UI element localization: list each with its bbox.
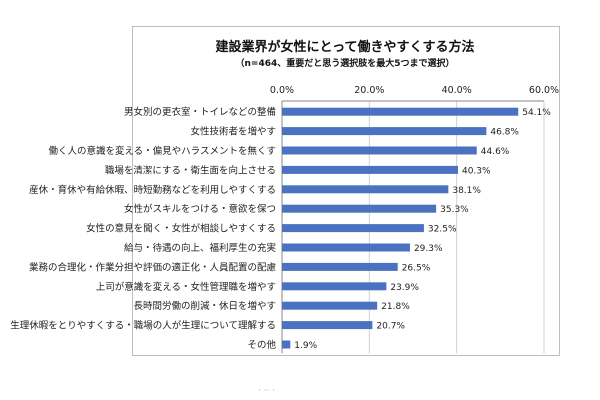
data-label: 1.9% xyxy=(294,341,317,351)
x-tick-label: 0.0% xyxy=(270,85,294,96)
data-label: 46.8% xyxy=(490,128,519,138)
bar xyxy=(282,185,449,194)
x-tick-label: 20.0% xyxy=(354,85,384,96)
bar xyxy=(282,243,410,252)
category-label: 長時間労働の削減・休日を増やす xyxy=(133,300,276,312)
data-label: 44.6% xyxy=(481,147,510,157)
category-label: 上司が意識を変える・女性管理職を増やす xyxy=(96,281,276,293)
chart-title: 建設業界が女性にとって働きやすくする方法 xyxy=(215,40,475,55)
data-label: 23.9% xyxy=(390,283,419,293)
data-label: 20.7% xyxy=(376,322,405,332)
data-label: 54.1% xyxy=(522,108,551,118)
data-label: 32.5% xyxy=(428,225,457,235)
data-label: 38.1% xyxy=(452,186,481,196)
data-label: 40.3% xyxy=(462,166,491,176)
category-label: 男女別の更衣室・トイレなどの整備 xyxy=(124,106,276,118)
category-label: 女性がスキルをつける・意欲を保つ xyxy=(124,203,276,215)
x-tick-label: 40.0% xyxy=(442,85,472,96)
x-tick-label: 60.0% xyxy=(529,85,559,96)
category-label: 女性の意見を聞く・女性が相談しやすくする xyxy=(86,223,276,235)
data-label: 29.3% xyxy=(414,244,443,254)
category-label: 職場を清潔にする・衛生面を向上させる xyxy=(105,164,276,176)
bar xyxy=(282,282,387,291)
data-label: 21.8% xyxy=(381,302,410,312)
category-label: 産休・育休や有給休暇、時短勤務などを利用しやすくする xyxy=(29,184,276,196)
category-label: 女性技術者を増やす xyxy=(190,126,276,138)
data-label: 26.5% xyxy=(402,263,431,273)
footer-mark: · ·· · xyxy=(258,386,276,396)
data-label: 35.3% xyxy=(440,205,469,215)
category-label: 業務の合理化・作業分担や評価の適正化・人員配置の配慮 xyxy=(29,261,277,273)
bar xyxy=(282,204,437,213)
chart-subtitle: （n=464、重要だと思う選択肢を最大5つまで選択） xyxy=(235,59,455,69)
bar xyxy=(282,127,487,136)
category-label: 給与・待遇の向上、福利厚生の充実 xyxy=(124,242,277,254)
category-label: その他 xyxy=(247,339,276,351)
bar xyxy=(282,107,519,116)
bar xyxy=(282,301,378,310)
category-label: 生理休暇をとりやすくする・職場の人が生理について理解する xyxy=(10,320,276,332)
bar xyxy=(282,224,424,233)
bar xyxy=(282,321,373,330)
bar xyxy=(282,262,398,271)
bar xyxy=(282,146,477,155)
bar xyxy=(282,340,291,349)
bar xyxy=(282,165,458,174)
category-label: 働く人の意識を変える・偏見やハラスメントを無くす xyxy=(48,145,276,157)
